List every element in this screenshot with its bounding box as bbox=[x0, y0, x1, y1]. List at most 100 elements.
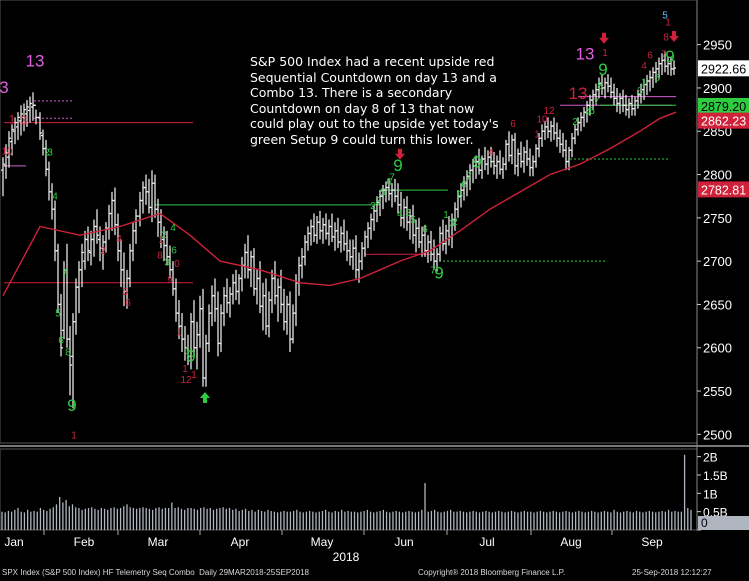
price-bar bbox=[92, 219, 96, 257]
count-marker: 9 bbox=[472, 153, 481, 172]
count-marker: 6 bbox=[510, 119, 516, 130]
price-bar bbox=[270, 269, 274, 314]
count-marker: 4 bbox=[52, 192, 58, 203]
price-bar bbox=[321, 217, 325, 244]
count-marker: 4 bbox=[585, 108, 591, 119]
price-tick-label: 2650 bbox=[703, 297, 732, 312]
footer-timestamp: 25-Sep-2018 12:12:27 bbox=[632, 568, 712, 577]
price-bar bbox=[28, 96, 32, 123]
price-bar bbox=[110, 191, 114, 231]
count-marker: 9 bbox=[434, 263, 443, 282]
count-marker: 3 bbox=[449, 219, 455, 230]
count-marker: 9 bbox=[598, 60, 607, 79]
count-marker: 6 bbox=[58, 335, 64, 346]
count-marker: 5 bbox=[380, 187, 386, 198]
price-bar bbox=[150, 170, 154, 223]
count-marker: 6 bbox=[461, 180, 467, 191]
count-marker: 5 bbox=[457, 190, 463, 201]
price-bar bbox=[31, 92, 35, 121]
count-marker: 5 bbox=[662, 11, 668, 22]
price-bar bbox=[540, 124, 544, 147]
count-marker: 2 bbox=[452, 217, 458, 228]
count-marker: 9 bbox=[665, 47, 674, 66]
price-bar bbox=[65, 243, 69, 348]
count-marker: 3 bbox=[405, 208, 411, 219]
price-bar bbox=[516, 148, 520, 177]
price-bar bbox=[519, 141, 523, 168]
chart-annotation: S&P 500 Index had a recent upside red Se… bbox=[250, 54, 499, 147]
price-bar bbox=[315, 216, 319, 244]
count-marker: 7 bbox=[62, 268, 68, 279]
price-bar bbox=[59, 294, 63, 357]
month-label: Feb bbox=[74, 535, 95, 549]
price-bar bbox=[240, 256, 244, 292]
count-marker: 8 bbox=[663, 32, 669, 43]
price-bar bbox=[86, 226, 90, 262]
price-bar bbox=[303, 235, 307, 266]
price-flag-bg bbox=[698, 112, 749, 129]
price-bar bbox=[579, 112, 583, 132]
count-marker: 6 bbox=[422, 225, 428, 236]
month-label: Aug bbox=[560, 535, 581, 549]
price-bar bbox=[25, 100, 29, 127]
price-flag-label: 2862.23 bbox=[701, 115, 746, 129]
count-marker: 13 bbox=[569, 84, 588, 103]
price-bar bbox=[134, 209, 138, 244]
grid-lines bbox=[0, 0, 749, 531]
price-bar bbox=[243, 243, 247, 279]
count-marker: 6 bbox=[647, 50, 653, 61]
price-bar bbox=[621, 89, 625, 113]
price-bar bbox=[345, 230, 349, 262]
count-marker: 8 bbox=[65, 348, 71, 359]
price-bar bbox=[107, 204, 111, 240]
price-bar bbox=[216, 291, 220, 357]
price-flag-label: 2879.20 bbox=[701, 100, 746, 114]
price-bar bbox=[207, 304, 211, 353]
price-tick-label: 2950 bbox=[703, 38, 732, 53]
price-bar bbox=[498, 150, 502, 175]
price-bar bbox=[549, 120, 553, 142]
price-bar bbox=[201, 288, 205, 387]
price-bar bbox=[228, 287, 232, 318]
month-label: Apr bbox=[231, 535, 250, 549]
count-marker: 4 bbox=[170, 223, 176, 234]
month-label: Jun bbox=[394, 535, 413, 549]
count-marker: 1 bbox=[9, 112, 16, 126]
count-marker: 12 bbox=[180, 375, 192, 386]
price-bar bbox=[528, 148, 532, 177]
count-marker: 9 bbox=[393, 156, 402, 175]
price-tick-label: 2600 bbox=[703, 341, 732, 356]
price-bar bbox=[531, 155, 535, 177]
price-bar bbox=[564, 139, 568, 171]
price-bar bbox=[1, 157, 5, 197]
count-marker: 4 bbox=[488, 147, 494, 158]
price-bar bbox=[141, 181, 145, 214]
price-bar bbox=[276, 278, 280, 322]
price-bar bbox=[210, 285, 214, 327]
price-tick-label: 2750 bbox=[703, 211, 732, 226]
price-bar bbox=[501, 157, 505, 179]
price-bar bbox=[246, 235, 250, 279]
price-bar bbox=[77, 261, 81, 314]
count-marker: 5 bbox=[122, 287, 128, 298]
price-bars bbox=[1, 51, 676, 409]
count-marker: 1 bbox=[534, 129, 540, 140]
month-label: Sep bbox=[641, 535, 663, 549]
count-marker: 8 bbox=[157, 251, 163, 262]
price-bar bbox=[231, 274, 235, 305]
count-marker: 1 bbox=[182, 364, 188, 375]
price-bar bbox=[342, 219, 346, 251]
price-bar bbox=[138, 191, 142, 227]
price-bar bbox=[333, 222, 337, 251]
price-bar bbox=[534, 144, 538, 168]
price-bar bbox=[204, 334, 208, 387]
price-bar bbox=[234, 269, 238, 301]
price-bar bbox=[348, 239, 352, 266]
price-bar bbox=[330, 213, 334, 243]
price-bar bbox=[13, 117, 17, 145]
price-bar bbox=[83, 230, 87, 270]
price-bar bbox=[53, 200, 57, 262]
price-bar bbox=[288, 291, 292, 353]
